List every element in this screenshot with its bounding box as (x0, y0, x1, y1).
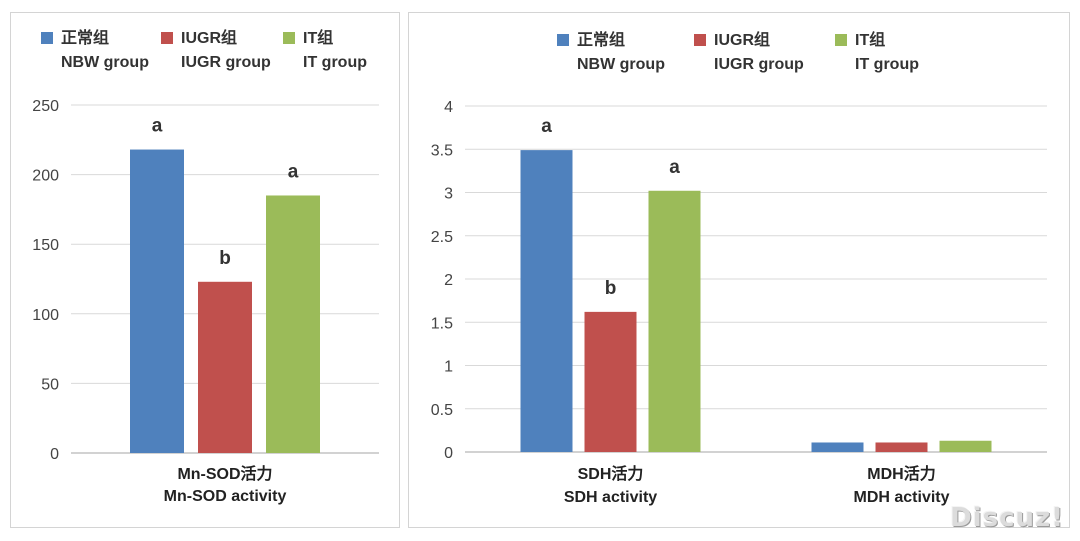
legend-swatch (41, 32, 53, 44)
legend-label: IUGR组 (714, 30, 770, 49)
legend-label: 正常组 (577, 30, 625, 49)
legend-label: IT组 (855, 30, 885, 49)
data-label: a (541, 116, 552, 137)
bar (198, 281, 252, 453)
y-tick-label: 2.5 (431, 229, 453, 246)
category-label: MDH activity (853, 489, 949, 506)
legend-label: IT group (855, 56, 919, 73)
bar (811, 442, 864, 452)
legend-swatch (161, 32, 173, 44)
data-label: b (219, 248, 231, 269)
y-tick-label: 150 (32, 237, 59, 254)
bar (130, 149, 184, 453)
chart-panel-sdh-mdh: 正常组 NBW group IUGR组 IUGR group IT组 IT group 0 0… (408, 12, 1070, 528)
bar (266, 195, 320, 454)
y-tick-label: 200 (32, 168, 59, 185)
legend-label: IUGR group (714, 56, 804, 73)
legend-swatch (694, 34, 706, 46)
data-label: a (288, 161, 299, 182)
y-tick-label: 3 (444, 186, 453, 203)
bar (520, 150, 573, 453)
legend-swatch (283, 32, 295, 44)
y-tick-label: 250 (32, 98, 59, 115)
y-tick-label: 0.5 (431, 402, 453, 419)
bar (648, 190, 701, 452)
y-tick-label: 100 (32, 307, 59, 324)
legend-label: IUGR group (181, 54, 271, 71)
y-tick-label: 2 (444, 272, 453, 289)
chart-mn-sod: 正常组 NBW group IUGR组 IUGR group IT组 IT group 0 5… (32, 28, 379, 505)
category-label: Mn-SOD activity (164, 488, 287, 505)
legend-label: NBW group (577, 56, 665, 73)
y-tick-label: 0 (50, 446, 59, 463)
bar (584, 311, 637, 452)
chart-sdh-mdh: 正常组 NBW group IUGR组 IUGR group IT组 IT group 0 0… (431, 30, 1047, 506)
legend-label: IUGR组 (181, 28, 237, 47)
data-label: a (152, 116, 163, 137)
legend-swatch (557, 34, 569, 46)
data-label: a (669, 157, 680, 178)
category-label: MDH活力 (867, 464, 935, 483)
y-tick-label: 1 (444, 359, 453, 376)
bar (875, 442, 928, 452)
legend-label: IT组 (303, 28, 333, 47)
watermark-logo: Discuz! (950, 503, 1064, 533)
legend-label: 正常组 (61, 28, 109, 47)
y-tick-label: 0 (444, 445, 453, 462)
chart-panel-mn-sod: 正常组 NBW group IUGR组 IUGR group IT组 IT group 0 5… (10, 12, 400, 528)
category-label: SDH activity (564, 489, 657, 506)
category-label: SDH活力 (578, 464, 644, 483)
y-tick-label: 1.5 (431, 315, 453, 332)
data-label: b (605, 278, 617, 299)
legend-swatch (835, 34, 847, 46)
legend-label: NBW group (61, 54, 149, 71)
legend-label: IT group (303, 54, 367, 71)
y-tick-label: 50 (41, 376, 59, 393)
category-label: Mn-SOD活力 (177, 464, 272, 483)
y-tick-label: 3.5 (431, 142, 453, 159)
bar (939, 440, 992, 452)
y-tick-label: 4 (444, 99, 453, 116)
